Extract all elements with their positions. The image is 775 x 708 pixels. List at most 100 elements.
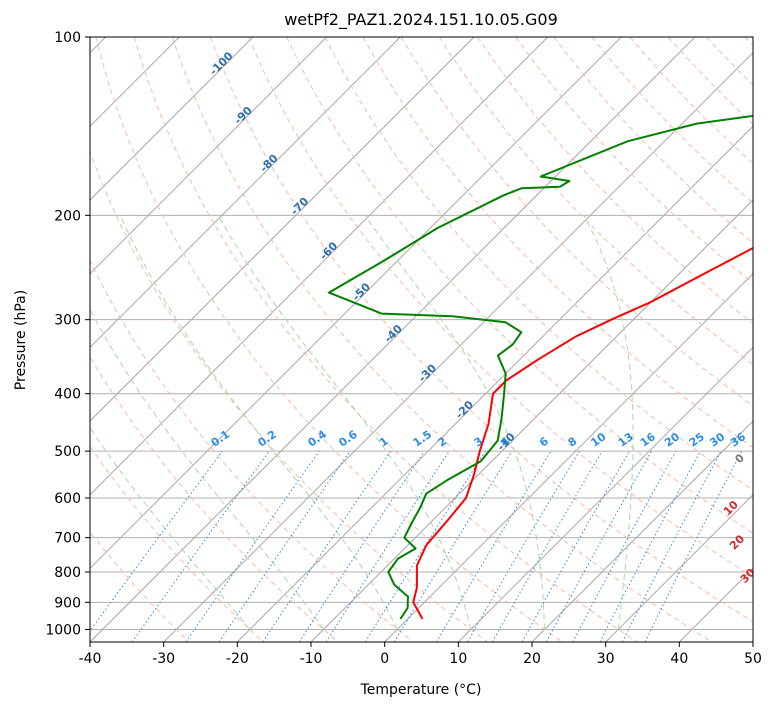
x-tick-label: -10: [300, 651, 323, 667]
mixing-ratio-line: [298, 450, 425, 642]
dry-adiabat: [477, 37, 753, 325]
y-tick-label: 600: [54, 491, 81, 507]
dry-adiabat: [744, 37, 753, 47]
mixing-ratio-label: 1: [377, 435, 391, 450]
dry-adiabat: [95, 37, 563, 642]
dry-adiabat: [90, 356, 339, 642]
mixing-ratio-line: [131, 450, 270, 642]
isotherm: [457, 346, 753, 642]
moist-adiabat: [217, 215, 472, 630]
isotherm: [90, 37, 328, 275]
mixing-ratio-line: [262, 450, 392, 642]
moist-adiabat: [583, 215, 634, 630]
isotherm: [678, 567, 753, 642]
dry-adiabat: [210, 37, 753, 623]
mixing-ratio-label: 0.4: [306, 428, 330, 450]
mixing-ratio-label: 2: [436, 435, 450, 450]
y-tick-label: 400: [54, 387, 81, 403]
mixing-ratio-line: [644, 450, 743, 642]
dry-adiabat-label: 10: [721, 498, 741, 518]
x-tick-label: 40: [670, 651, 688, 667]
mixing-ratio-line: [90, 450, 223, 632]
mixing-ratio-label: 8: [566, 435, 580, 450]
moist-adiabat: [90, 426, 251, 630]
dry-adiabat: [171, 37, 712, 642]
isotherm-label: -40: [382, 322, 405, 345]
chart-title: wetPf2_PAZ1.2024.151.10.05.G09: [284, 10, 558, 30]
moist-adiabat: [119, 215, 398, 630]
dry-adiabat: [362, 37, 753, 449]
isotherm-label: -60: [317, 239, 340, 262]
mixing-ratio-label: 20: [662, 430, 682, 450]
mixing-ratio-label: 1.5: [411, 428, 434, 450]
mixing-ratio-label: 0.6: [336, 428, 360, 450]
x-tick-label: -40: [79, 651, 102, 667]
x-tick-label: -30: [152, 651, 175, 667]
mixing-ratio-line: [572, 450, 677, 642]
mixing-ratio-line: [599, 450, 701, 642]
isotherm-label: -20: [453, 398, 476, 421]
isotherm-label: -70: [288, 194, 311, 217]
x-tick-label: 50: [744, 651, 762, 667]
dry-adiabat-label: 40: [752, 595, 772, 615]
isotherm: [90, 37, 254, 201]
dry-adiabat: [90, 531, 190, 642]
dry-adiabat: [400, 37, 753, 407]
isotherm: [90, 37, 401, 349]
dry-adiabat: [515, 37, 753, 284]
mixing-ratio-label: 30: [707, 430, 727, 450]
mixing-ratio-label: 6: [537, 434, 551, 449]
moist-adiabat: [90, 308, 324, 630]
isotherm: [90, 37, 549, 496]
y-tick-label: 100: [54, 30, 81, 46]
y-tick-label: 300: [54, 313, 81, 329]
dry-adiabat: [706, 37, 753, 86]
isotherm: [531, 420, 753, 642]
x-tick-label: 30: [597, 651, 615, 667]
isotherm: [90, 37, 622, 570]
dry-adiabat: [133, 37, 638, 642]
y-tick-label: 500: [54, 444, 81, 460]
dry-adiabat-label: 0: [732, 451, 747, 466]
mixing-ratio-line: [393, 450, 513, 642]
dry-adiabat: [553, 37, 753, 244]
mixing-ratio-line: [325, 450, 450, 642]
x-tick-label: -20: [226, 651, 249, 667]
y-axis-label: Pressure (hPa): [13, 290, 29, 390]
x-axis-label: Temperature (°C): [360, 682, 482, 698]
mixing-ratio-line: [521, 450, 630, 642]
data-lines: [327, 114, 753, 620]
isotherm-label: -50: [350, 280, 373, 303]
mixing-ratio-label: 10: [588, 430, 608, 450]
dry-adiabat: [90, 259, 414, 642]
isotherm: [90, 37, 696, 642]
mixing-ratio-label: 36: [728, 430, 748, 450]
dry-adiabat: [629, 37, 753, 165]
dewpoint-profile: [327, 114, 753, 620]
y-tick-label: 700: [54, 531, 81, 547]
y-tick-label: 200: [54, 208, 81, 224]
x-tick-label: 10: [449, 651, 467, 667]
dry-adiabat: [248, 37, 753, 578]
y-tick-label: 900: [54, 595, 81, 611]
isotherm-label: -30: [416, 361, 439, 384]
mixing-ratio-label: 0.2: [256, 428, 279, 450]
background-lines: [90, 37, 753, 642]
temperature-profile: [412, 246, 753, 620]
mixing-ratio-line: [185, 450, 320, 642]
isotherm: [384, 272, 753, 642]
isotherm-label: -100: [207, 49, 236, 78]
dry-adiabat-label: 30: [738, 566, 758, 586]
mixing-ratio-line: [435, 450, 552, 642]
mixing-ratio-line: [545, 450, 653, 642]
dry-adiabat: [438, 37, 753, 366]
isotherm: [236, 125, 753, 642]
moist-adiabat: [364, 215, 546, 630]
isotherm-label: -90: [232, 104, 255, 127]
isotherm: [90, 37, 475, 422]
isotherm: [605, 493, 753, 642]
dry-adiabat: [90, 445, 264, 642]
mixing-ratio-label: 25: [687, 430, 707, 449]
axes: -40 -30 -20 -10 0 10 20 30 40 5010020030040050060…: [45, 30, 762, 667]
